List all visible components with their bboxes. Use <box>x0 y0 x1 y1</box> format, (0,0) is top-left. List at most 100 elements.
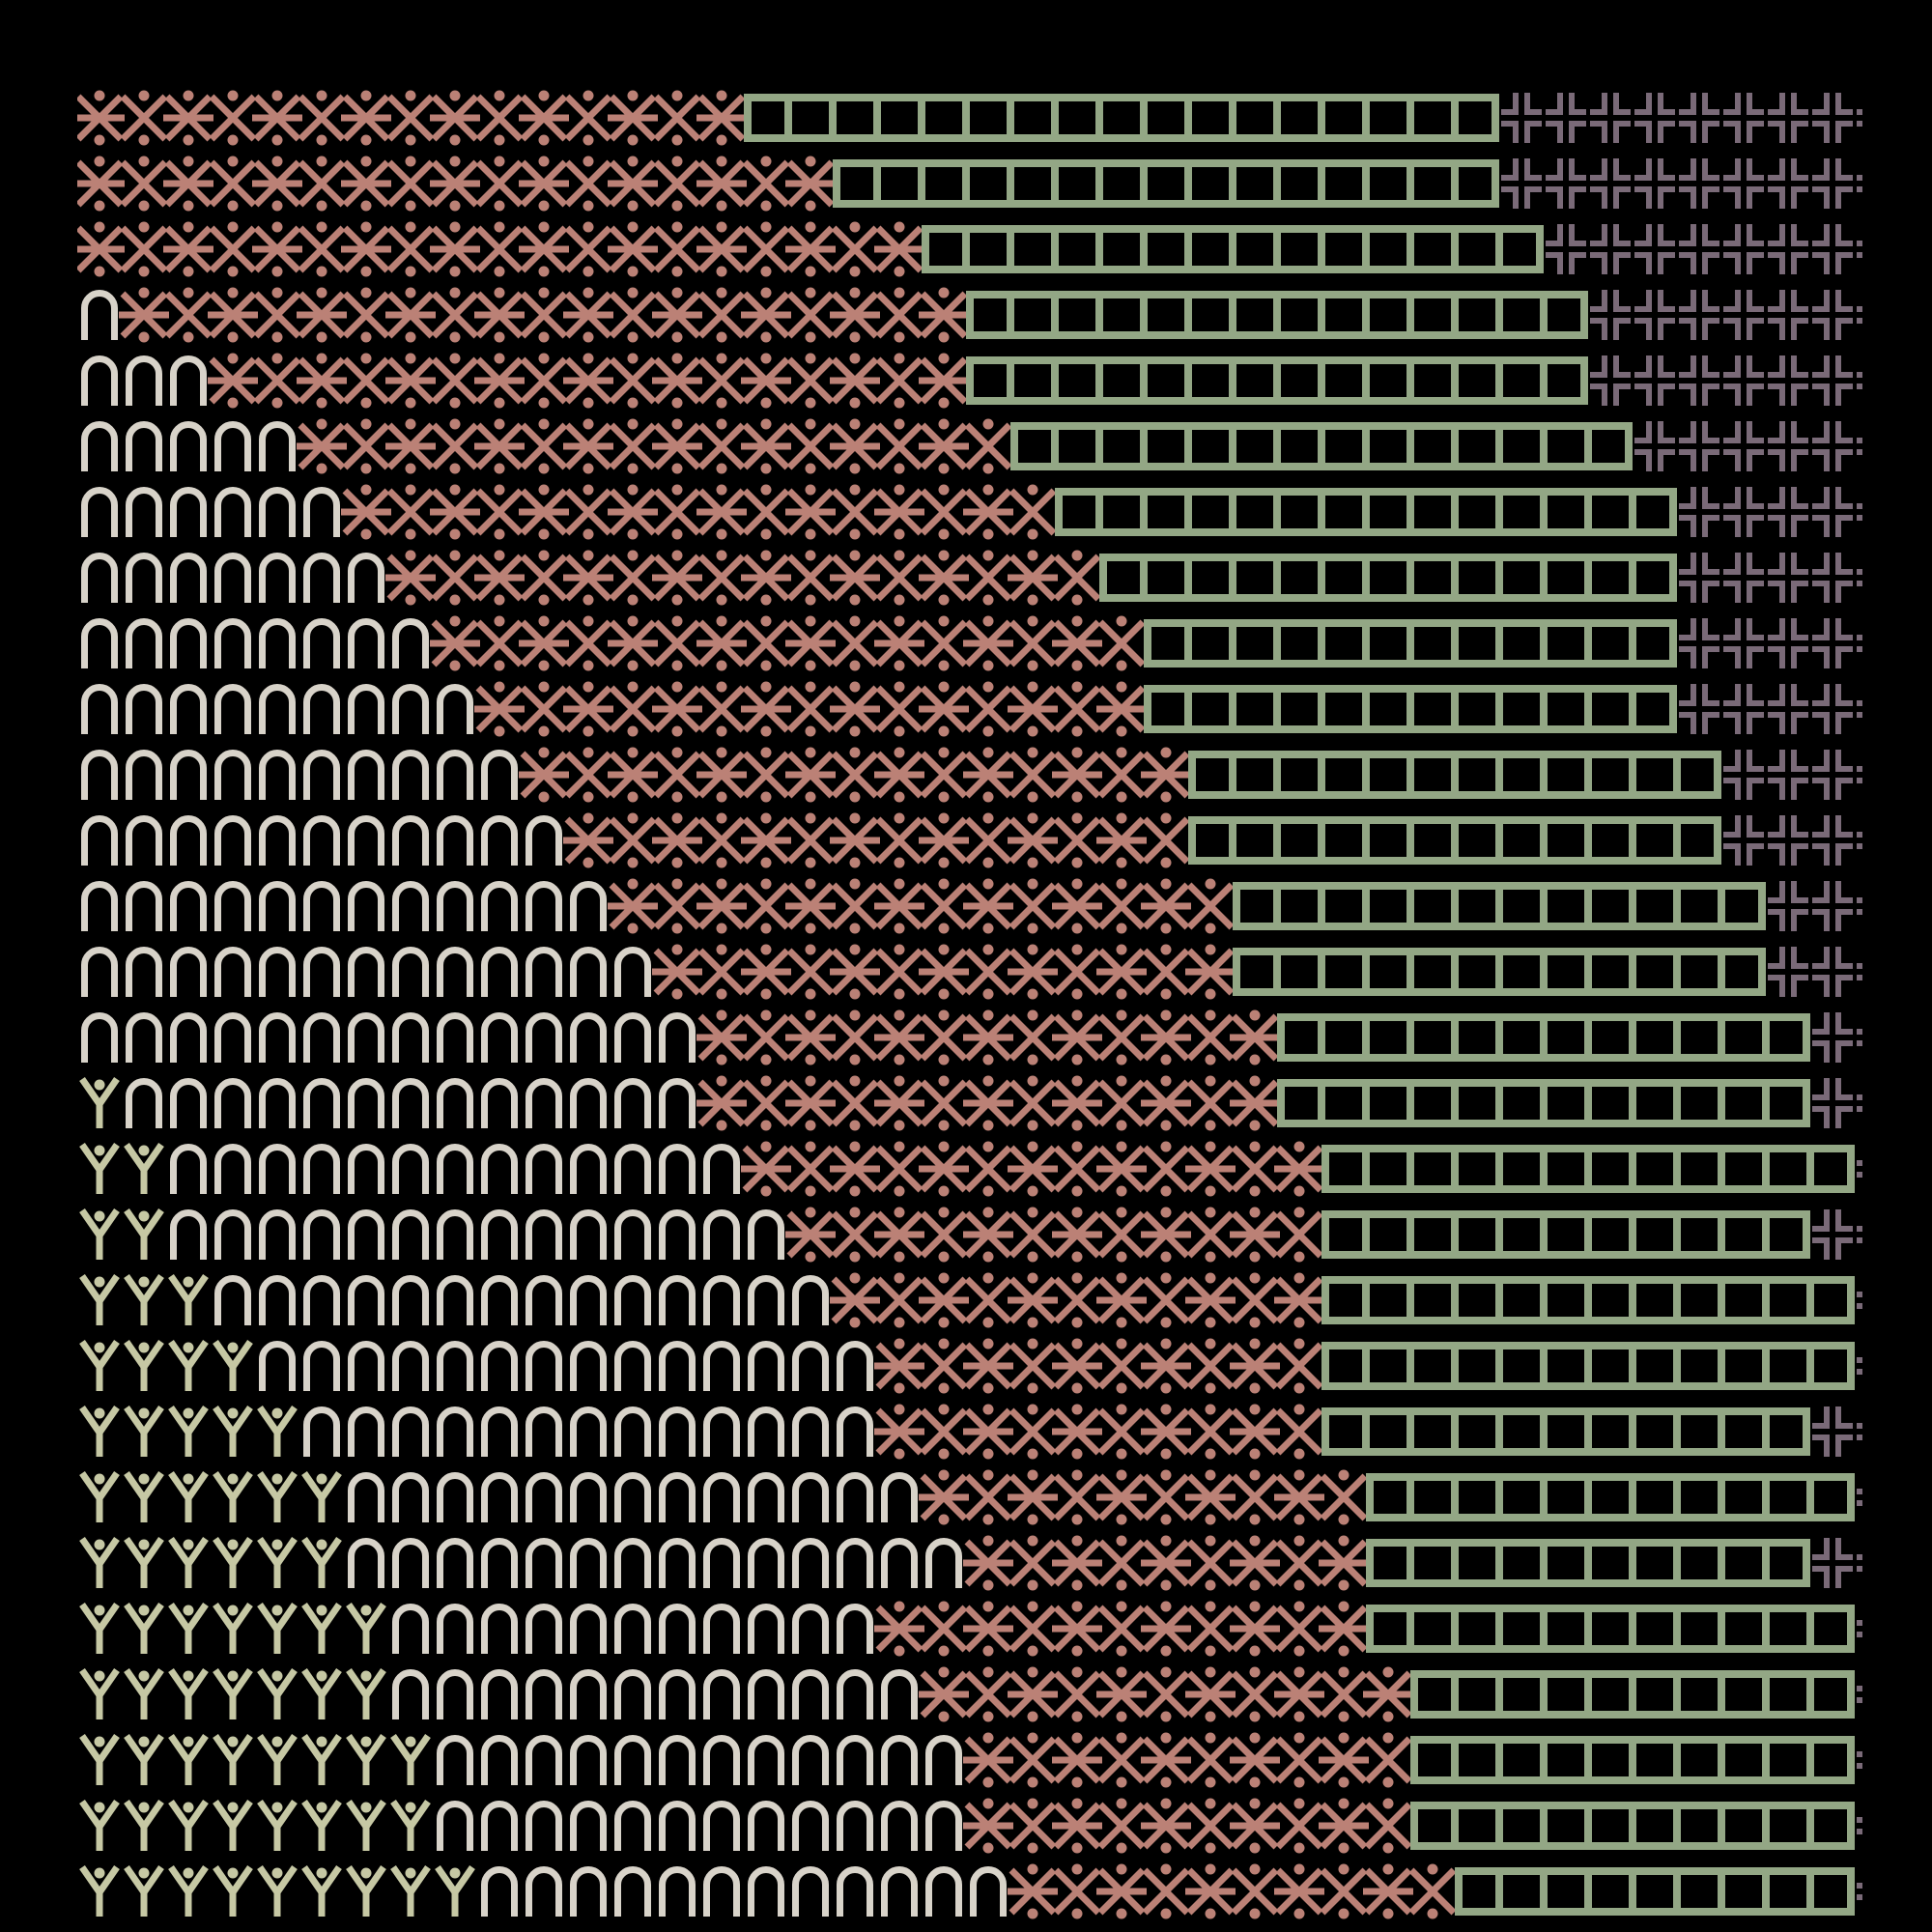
x-cross-with-dots-glyph <box>1056 813 1098 868</box>
x-cross-with-dots-glyph <box>430 156 480 212</box>
arch-glyph <box>307 1279 337 1326</box>
box-grid-ladder-segment <box>922 225 1544 273</box>
x-cross-with-dots-glyph <box>1096 1273 1147 1328</box>
x-cross-with-dots-glyph <box>1100 1602 1143 1657</box>
arch-glyph <box>929 1870 959 1918</box>
x-cross-with-dots-glyph <box>212 222 254 277</box>
x-cross-with-dots-glyph <box>252 156 302 212</box>
arch-glyph <box>396 1673 426 1720</box>
arch-glyph <box>440 1016 470 1064</box>
x-cross-with-dots-glyph <box>341 222 391 277</box>
arch-glyph <box>174 425 204 472</box>
arch-glyph <box>174 491 204 538</box>
pattern-row-1 <box>77 85 1862 151</box>
arch-glyph <box>440 1345 470 1392</box>
x-cross-with-dots-glyph <box>1141 1208 1191 1263</box>
x-cross-with-dots-glyph <box>567 222 610 277</box>
x-cross-with-dots-glyph <box>1008 1667 1058 1722</box>
double-cross-glyph <box>1812 1209 1853 1260</box>
arch-glyph <box>574 885 604 932</box>
x-cross-with-dots-glyph <box>785 1010 836 1065</box>
clipped-double-cross-glyph <box>1857 1604 1862 1654</box>
arch-glyph <box>174 819 204 867</box>
x-cross-with-dots-glyph <box>1234 1273 1276 1328</box>
arch-glyph <box>352 885 382 932</box>
clipped-double-cross-glyph <box>1857 881 1862 931</box>
x-cross-with-dots-glyph <box>834 1010 876 1065</box>
dotted-y-glyph <box>304 1539 339 1588</box>
x-cross-with-dots-glyph <box>123 156 165 212</box>
arch-glyph <box>174 556 204 604</box>
arch-glyph <box>752 1739 781 1786</box>
pattern-row-13 <box>77 873 1862 939</box>
arch-glyph <box>218 885 248 932</box>
x-cross-with-dots-glyph <box>1230 1536 1280 1591</box>
x-cross-with-dots-glyph <box>696 1076 747 1131</box>
arch-glyph <box>618 1148 648 1195</box>
dotted-y-glyph <box>349 1802 384 1851</box>
dotted-y-glyph <box>82 1736 117 1785</box>
arch-glyph <box>485 1082 515 1129</box>
clipped-double-cross-glyph <box>1857 553 1862 603</box>
arch-glyph <box>752 1410 781 1458</box>
x-cross-with-dots-glyph <box>385 288 436 343</box>
x-cross-with-dots-glyph <box>830 354 880 409</box>
x-cross-with-dots-glyph <box>208 288 258 343</box>
x-cross-with-dots-glyph <box>789 288 832 343</box>
arch-glyph <box>396 1410 426 1458</box>
arch-glyph <box>85 819 115 867</box>
x-cross-with-dots-glyph <box>1100 879 1143 934</box>
arch-glyph <box>663 1410 693 1458</box>
x-cross-with-dots-glyph <box>874 1602 924 1657</box>
dotted-y-glyph <box>171 1736 206 1785</box>
x-cross-with-dots-glyph <box>874 222 924 277</box>
arch-glyph <box>174 1213 204 1261</box>
arch-glyph <box>485 1279 515 1326</box>
arch-glyph <box>440 819 470 867</box>
arch-glyph <box>129 359 159 407</box>
clipped-double-cross-glyph <box>1857 421 1862 471</box>
dotted-y-glyph <box>82 1802 117 1851</box>
x-cross-with-dots-glyph <box>741 1142 791 1197</box>
arch-glyph <box>396 622 426 669</box>
clipped-double-cross-glyph <box>1857 158 1862 209</box>
x-cross-with-dots-glyph <box>611 288 654 343</box>
dotted-y-glyph <box>260 1670 295 1719</box>
x-cross-with-dots-glyph <box>1278 1602 1321 1657</box>
arch-glyph <box>574 1476 604 1523</box>
x-cross-with-dots-glyph <box>1011 1076 1054 1131</box>
x-cross-with-dots-glyph <box>700 813 743 868</box>
double-cross-glyph <box>1723 487 1764 537</box>
pattern-row-19 <box>77 1267 1862 1333</box>
x-cross-with-dots-glyph <box>919 945 969 1000</box>
dotted-y-glyph <box>82 1145 117 1194</box>
x-cross-with-dots-glyph <box>212 156 254 212</box>
x-cross-with-dots-glyph <box>1319 1799 1369 1854</box>
x-cross-with-dots-glyph <box>1008 1142 1058 1197</box>
double-cross-glyph <box>1768 684 1808 734</box>
arch-glyph <box>574 1739 604 1786</box>
x-cross-with-dots-glyph <box>1363 1864 1413 1919</box>
dotted-y-glyph <box>171 1539 206 1588</box>
arch-glyph <box>574 1082 604 1129</box>
x-cross-with-dots-glyph <box>923 879 965 934</box>
arch-glyph <box>752 1213 781 1261</box>
x-cross-with-dots-glyph <box>345 354 387 409</box>
arch-glyph <box>440 1213 470 1261</box>
clipped-double-cross-glyph <box>1857 947 1862 997</box>
x-cross-with-dots-glyph <box>1189 1208 1232 1263</box>
arch-glyph <box>218 1082 248 1129</box>
x-cross-with-dots-glyph <box>967 1142 1009 1197</box>
x-cross-with-dots-glyph <box>1141 1536 1191 1591</box>
x-cross-with-dots-glyph <box>1274 1273 1324 1328</box>
x-cross-with-dots-glyph <box>1367 1799 1409 1854</box>
pattern-row-8 <box>77 545 1862 611</box>
dotted-y-glyph <box>127 1539 161 1588</box>
x-cross-with-dots-glyph <box>385 354 436 409</box>
arch-glyph <box>263 1213 293 1261</box>
x-cross-with-dots-glyph <box>963 1799 1013 1854</box>
double-cross-glyph <box>1768 947 1808 997</box>
arch-glyph <box>485 1804 515 1852</box>
arch-glyph <box>307 491 337 538</box>
double-cross-glyph <box>1812 224 1853 274</box>
